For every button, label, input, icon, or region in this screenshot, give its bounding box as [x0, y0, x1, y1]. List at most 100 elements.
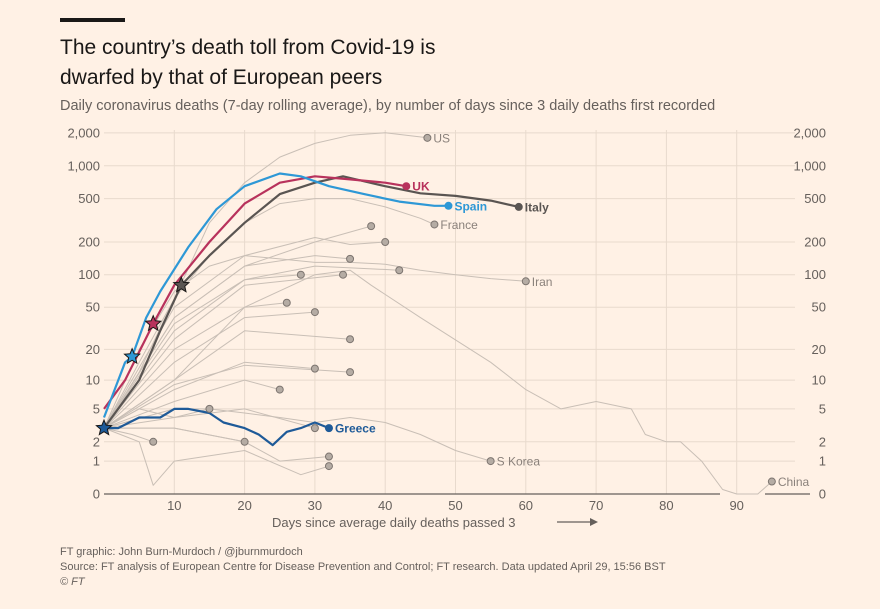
x-tick-label: 80: [659, 498, 673, 513]
end-dot-uk: [402, 182, 411, 191]
x-tick-label: 70: [589, 498, 603, 513]
y-tick-label-left: 0: [93, 487, 100, 502]
end-dot-italy: [514, 202, 523, 211]
line-context: [103, 274, 344, 429]
y-tick-label-left: 1: [93, 454, 100, 469]
line-context: [103, 255, 351, 429]
end-dot-context: [310, 308, 319, 317]
end-dot-context: [296, 270, 305, 279]
y-tick-label-right: 500: [804, 191, 826, 206]
end-dot-context: [367, 222, 376, 231]
line-spain: [102, 172, 449, 418]
y-tick-label-left: 100: [78, 267, 100, 282]
end-dot-context: [205, 404, 214, 413]
end-dot-spain: [444, 201, 453, 210]
line-greece: [104, 407, 330, 447]
y-tick-label-left: 20: [86, 342, 100, 357]
x-axis-arrow-icon: [557, 518, 598, 526]
end-dot-context: [346, 254, 355, 263]
y-tick-label-left: 500: [78, 191, 100, 206]
x-tick-label: 30: [308, 498, 322, 513]
lockdown-star-icon-uk: [144, 314, 163, 332]
x-tick-label: 20: [237, 498, 251, 513]
line-france: [103, 198, 435, 429]
series-label-uk: UK: [412, 180, 430, 194]
footer-copyright: © FT: [60, 576, 86, 588]
chart-title-line2: dwarfed by that of European peers: [60, 66, 382, 89]
end-dot-context: [310, 424, 319, 433]
line-context: [103, 225, 372, 429]
chart-title-line1: The country’s death toll from Covid-19 i…: [60, 36, 435, 59]
y-tick-label-right: 1: [819, 454, 826, 469]
end-dot-context: [395, 266, 404, 275]
y-tick-label-right: 0: [819, 487, 826, 502]
y-tick-label-left: 10: [86, 373, 100, 388]
y-tick-label-right: 1,000: [793, 158, 826, 173]
line-context: [103, 274, 301, 429]
line-context: [103, 364, 351, 429]
end-dot-china: [767, 477, 776, 486]
end-dot-france: [430, 220, 439, 229]
line-s-korea: [103, 408, 491, 462]
series-label-italy: Italy: [525, 200, 549, 214]
series-label-s-korea: S Korea: [497, 455, 541, 469]
series-label-greece: Greece: [335, 422, 376, 436]
end-dot-context: [275, 385, 284, 394]
end-dot-context: [324, 452, 333, 461]
line-context: [103, 330, 351, 429]
ft-accent-bar: [60, 18, 125, 22]
line-uk: [103, 175, 407, 410]
series-label-china: China: [778, 475, 810, 489]
series-markers: US France Iran S Korea China Italy UK Spain Gree…: [95, 131, 810, 489]
x-tick-label: 90: [729, 498, 743, 513]
y-tick-label-right: 20: [812, 342, 826, 357]
x-axis-label: Days since average daily deaths passed 3: [272, 515, 516, 530]
y-tick-label-right: 2,000: [793, 125, 826, 140]
line-context: [103, 311, 315, 429]
x-tick-label: 40: [378, 498, 392, 513]
end-dot-greece: [324, 424, 333, 433]
series-label-iran: Iran: [532, 275, 553, 289]
line-context: [104, 427, 245, 443]
line-context: [104, 427, 330, 462]
y-tick-label-left: 2,000: [67, 125, 100, 140]
end-dot-context: [346, 335, 355, 344]
line-us: [103, 132, 428, 429]
footer-credit: FT graphic: John Burn-Murdoch / @jburnmu…: [60, 546, 303, 558]
y-tick-label-right: 5: [819, 401, 826, 416]
x-axis-ticks: 10 20 30 40 50 60 70 80 90: [167, 498, 744, 513]
y-tick-label-left: 200: [78, 235, 100, 250]
series-label-france: France: [440, 218, 478, 232]
end-dot-s-korea: [486, 457, 495, 466]
x-tick-label: 60: [519, 498, 533, 513]
x-tick-label: 10: [167, 498, 181, 513]
series-label-us: US: [433, 131, 450, 145]
y-tick-label-left: 5: [93, 401, 100, 416]
end-dot-iran: [521, 277, 530, 286]
y-tick-label-left: 2: [93, 434, 100, 449]
line-iran: [103, 255, 526, 429]
lockdown-star-icon-greece: [95, 418, 113, 436]
line-italy: [103, 175, 520, 429]
line-context: [103, 427, 154, 443]
line-context: [103, 379, 280, 429]
line-context: [103, 361, 315, 429]
line-china: [103, 269, 773, 495]
end-dot-context: [282, 298, 291, 307]
lockdown-star-icon-italy: [172, 275, 191, 293]
end-dot-context: [149, 437, 158, 446]
x-tick-label: 50: [448, 498, 462, 513]
line-context: [103, 302, 287, 429]
end-dot-context: [381, 238, 390, 247]
end-dot-context: [310, 364, 319, 373]
end-dot-context: [324, 462, 333, 471]
y-tick-label-right: 200: [804, 235, 826, 250]
y-tick-label-right: 50: [812, 300, 826, 315]
line-context: [103, 427, 330, 486]
end-dot-context: [346, 368, 355, 377]
chart-subtitle: Daily coronavirus deaths (7-day rolling …: [60, 98, 715, 114]
y-tick-label-right: 10: [812, 373, 826, 388]
y-axis-ticks: 0 0 1 1 2 2 5 5 10 10 20 20 50 50 100 100 200 200 500 500 1,…: [67, 125, 826, 501]
end-dot-context: [240, 437, 249, 446]
